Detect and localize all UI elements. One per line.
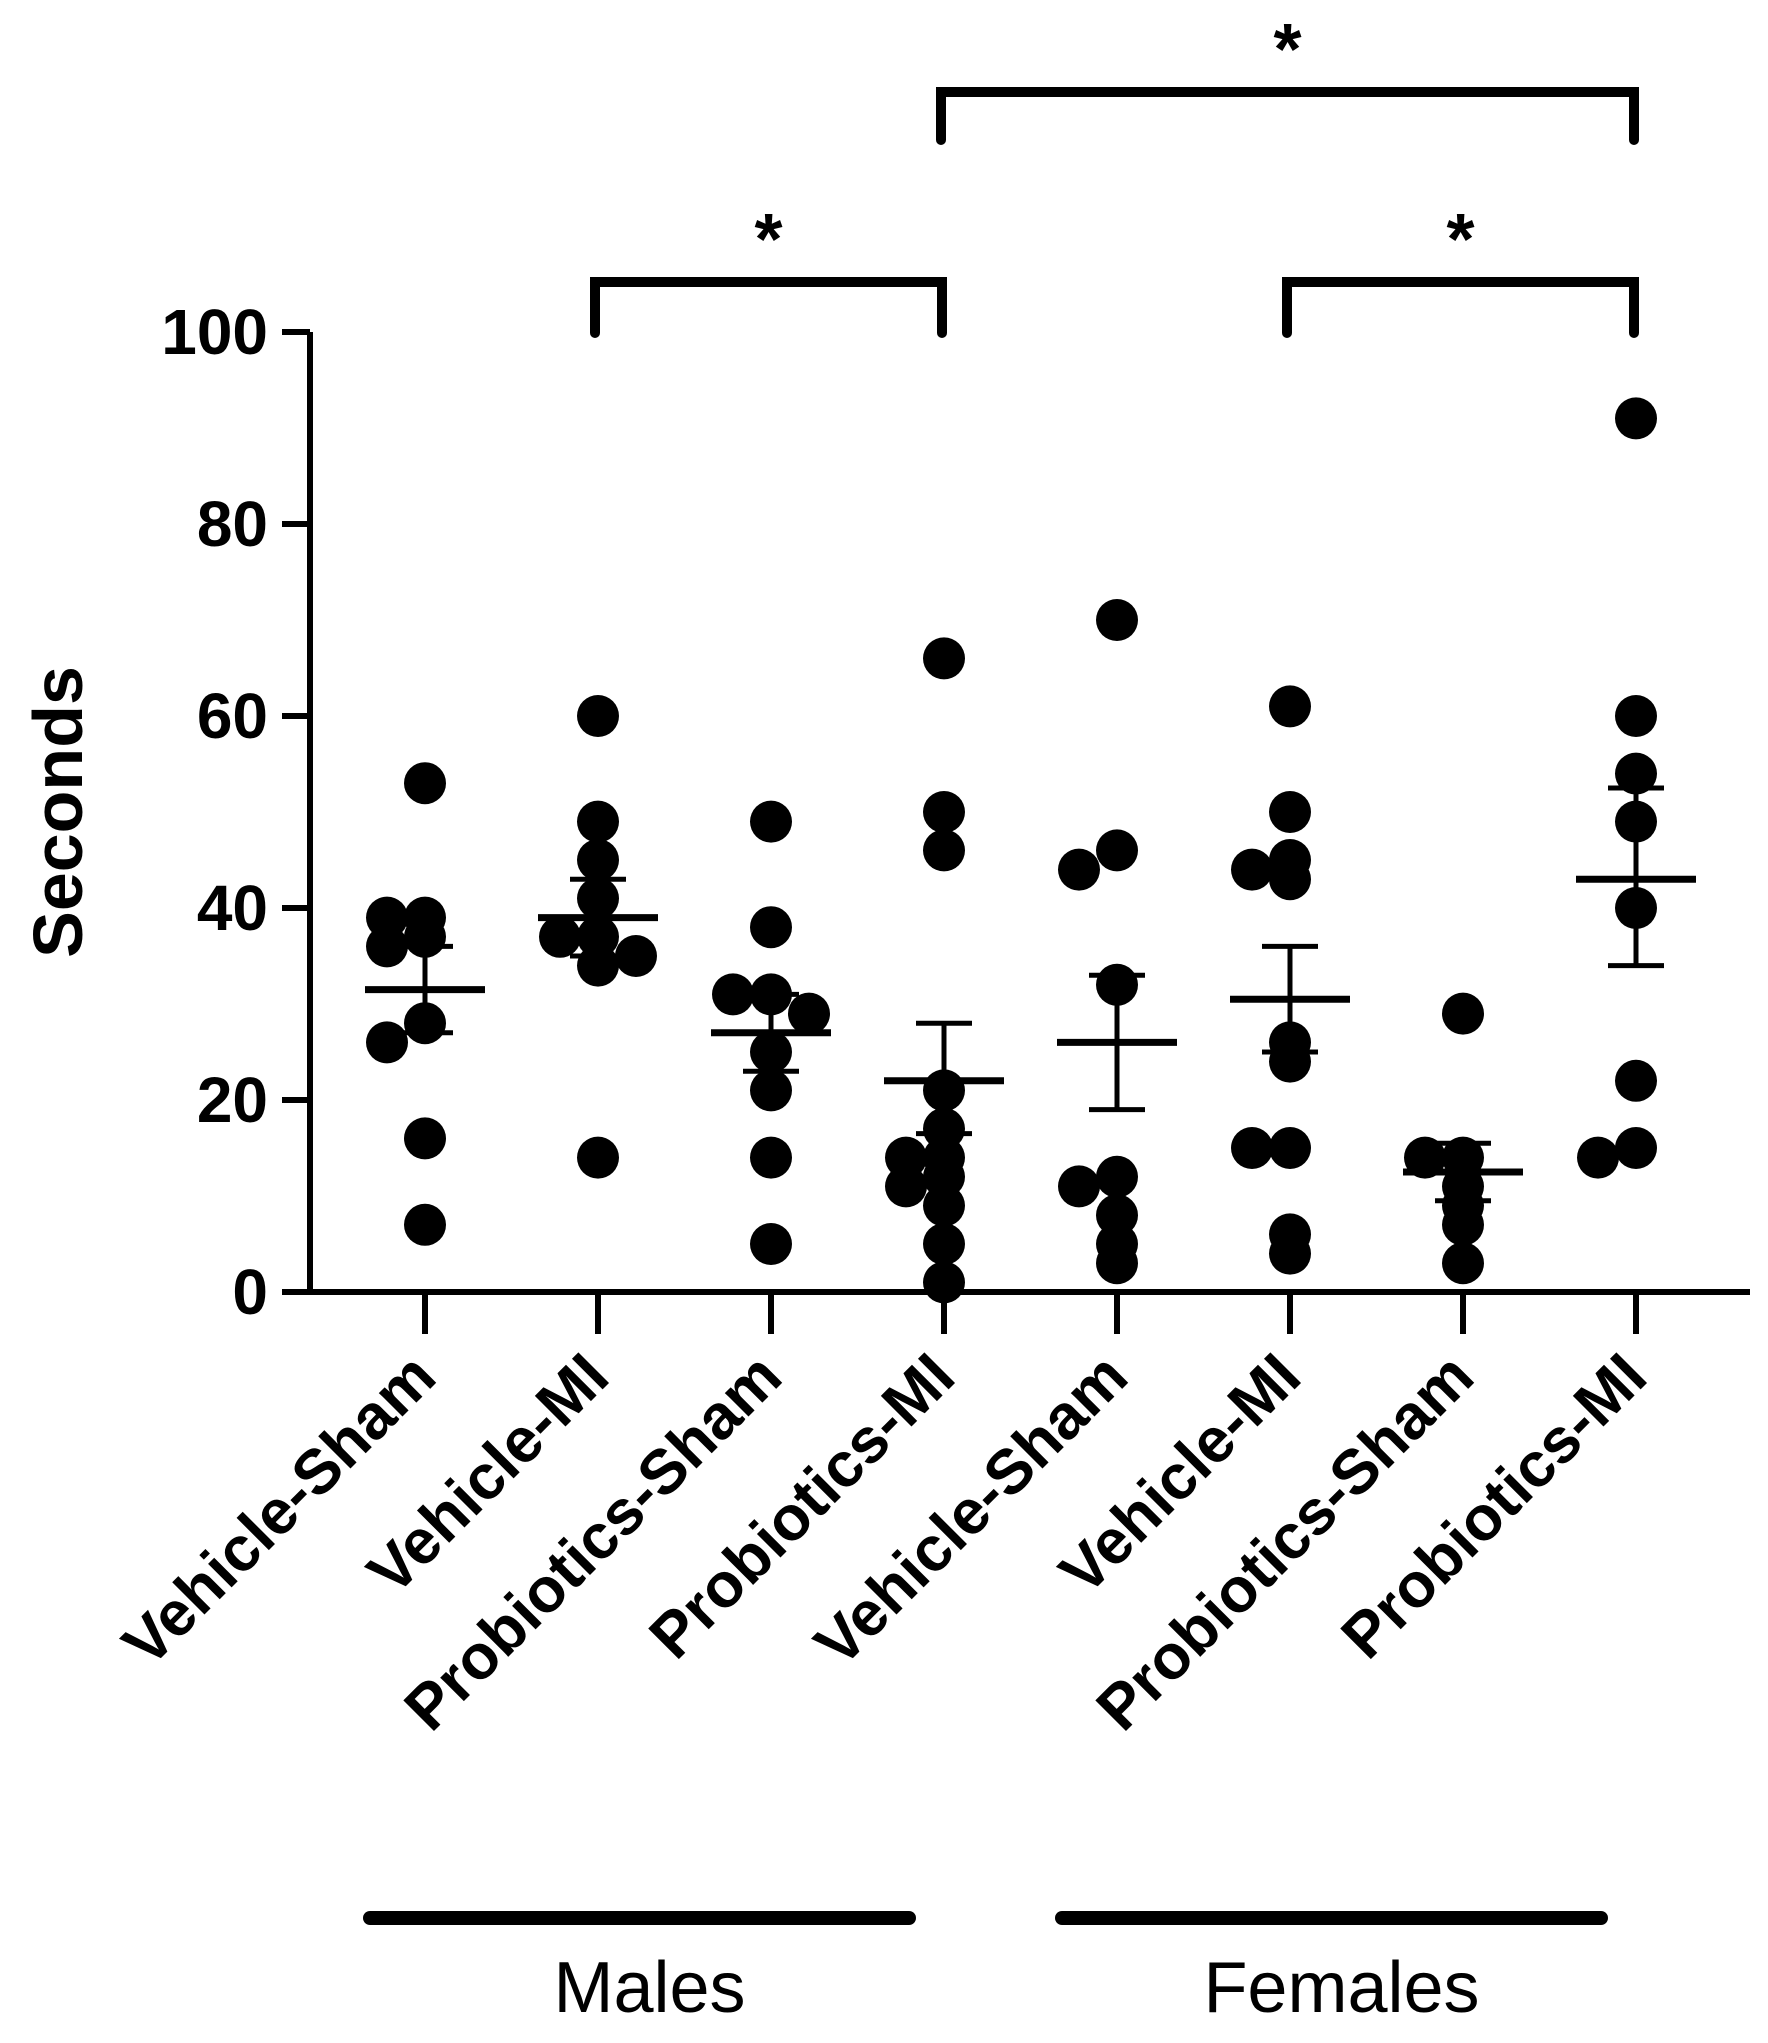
data-point xyxy=(1442,992,1484,1035)
data-point xyxy=(1269,1127,1311,1169)
data-point xyxy=(1269,858,1311,901)
data-point xyxy=(577,695,619,737)
data-point xyxy=(750,1069,792,1112)
y-tick-label: 40 xyxy=(197,872,268,944)
data-point xyxy=(750,1136,792,1179)
group-labels: Males Females xyxy=(363,1911,1608,2028)
data-point xyxy=(1615,752,1657,795)
data-point xyxy=(577,839,619,881)
data-point xyxy=(923,1069,965,1112)
data-point xyxy=(1096,1242,1138,1285)
data-point xyxy=(923,1155,965,1198)
y-axis-title: Seconds xyxy=(19,666,97,958)
group-label: Females xyxy=(1203,1948,1479,2028)
data-point xyxy=(750,1223,792,1265)
data-point xyxy=(1577,1136,1619,1179)
data-point xyxy=(1615,397,1657,440)
data-point xyxy=(923,1107,965,1150)
data-point xyxy=(366,1021,408,1064)
category-label: Probiotics-MI xyxy=(1328,1340,1660,1672)
significance-star: * xyxy=(1446,200,1474,280)
category-label: Vehicle-Sham xyxy=(110,1340,449,1679)
axes: 0 20 40 60 80 100 Seconds xyxy=(19,296,1750,1334)
data-point xyxy=(1096,1155,1138,1198)
data-point xyxy=(1096,829,1138,872)
data-point xyxy=(923,637,965,680)
data-point xyxy=(1615,695,1657,737)
data-point xyxy=(885,1165,927,1208)
data-point xyxy=(750,906,792,949)
data-point xyxy=(750,1031,792,1073)
data-point xyxy=(750,800,792,843)
data-point xyxy=(750,973,792,1016)
data-point xyxy=(404,1117,446,1160)
y-tick-label: 0 xyxy=(232,1256,268,1328)
mean-sem-markers xyxy=(365,785,1696,1204)
data-point xyxy=(1615,1059,1657,1102)
data-points xyxy=(366,397,1657,1304)
data-point xyxy=(1442,1136,1484,1179)
significance-star: * xyxy=(1273,10,1301,90)
significance-bracket xyxy=(936,87,1639,145)
data-point xyxy=(923,791,965,833)
data-point xyxy=(1404,1136,1446,1179)
data-point xyxy=(404,1002,446,1045)
y-tick-label: 20 xyxy=(197,1064,268,1136)
data-point xyxy=(1442,1203,1484,1246)
data-point xyxy=(923,1223,965,1265)
data-point xyxy=(1058,848,1100,891)
significance-star: * xyxy=(754,200,782,280)
data-point xyxy=(923,1184,965,1227)
data-point xyxy=(404,915,446,958)
data-point xyxy=(577,944,619,987)
data-point xyxy=(615,935,657,977)
category-label: Vehicle-Sham xyxy=(802,1340,1141,1679)
data-point xyxy=(1615,887,1657,929)
data-point xyxy=(539,915,581,958)
y-tick-label: 60 xyxy=(197,680,268,752)
significance-bracket xyxy=(1282,277,1639,338)
data-point xyxy=(1615,800,1657,843)
data-point xyxy=(1269,1232,1311,1275)
category-label: Probiotics-MI xyxy=(636,1340,968,1672)
data-point xyxy=(577,1136,619,1179)
data-point xyxy=(366,925,408,968)
data-point xyxy=(1442,1242,1484,1285)
data-point xyxy=(404,762,446,805)
data-point xyxy=(1096,599,1138,641)
data-point xyxy=(885,1136,927,1179)
data-point xyxy=(1615,1127,1657,1169)
data-point xyxy=(1096,963,1138,1006)
data-point xyxy=(1096,1194,1138,1237)
category-labels: Vehicle-ShamVehicle-MIProbiotics-ShamPro… xyxy=(110,1340,1660,1743)
y-tick-label: 100 xyxy=(161,296,268,368)
data-point xyxy=(923,829,965,872)
data-point xyxy=(577,800,619,843)
y-tick-label: 80 xyxy=(197,488,268,560)
data-point xyxy=(788,992,830,1035)
group-label: Males xyxy=(553,1948,745,2028)
data-point xyxy=(1231,848,1273,891)
significance-brackets: * * * xyxy=(590,10,1639,338)
data-point xyxy=(1231,1127,1273,1169)
data-point xyxy=(1058,1165,1100,1208)
data-point xyxy=(1269,1040,1311,1083)
data-point xyxy=(366,896,408,939)
data-point xyxy=(577,877,619,920)
significance-bracket xyxy=(590,277,947,338)
data-point xyxy=(712,973,754,1016)
data-point xyxy=(1269,685,1311,728)
data-point xyxy=(577,915,619,958)
data-point xyxy=(404,1203,446,1246)
data-point xyxy=(923,1261,965,1304)
data-point xyxy=(1269,791,1311,833)
